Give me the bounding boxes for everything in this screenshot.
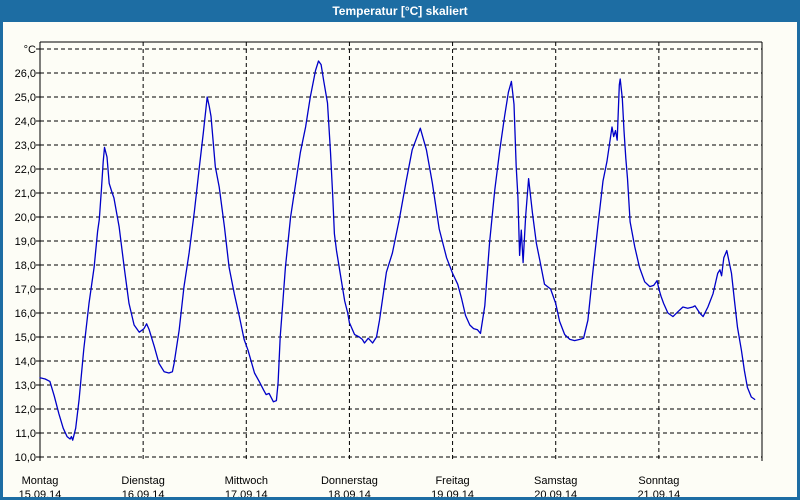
y-tick-label: 17,0 [15,284,36,296]
y-tick-label: 15,0 [15,332,36,344]
x-day-label: Dienstag [121,475,164,487]
y-tick-label: 14,0 [15,356,36,368]
y-tick-label: 22,0 [15,164,36,176]
x-date-label: 15.09.14 [19,489,62,500]
y-tick-label: 23,0 [15,140,36,152]
x-date-label: 19.09.14 [431,489,474,500]
x-date-label: 20.09.14 [534,489,577,500]
x-day-label: Sonntag [638,475,679,487]
y-tick-label: 11,0 [15,428,36,440]
y-tick-label: 16,0 [15,308,36,320]
x-date-label: 18.09.14 [328,489,371,500]
temperature-line [39,60,756,441]
x-day-label: Mittwoch [225,475,268,487]
y-tick-label: 21,0 [15,188,36,200]
y-tick-label: 25,0 [15,92,36,104]
x-date-label: 21.09.14 [637,489,680,500]
y-unit-label: °C [24,44,36,56]
y-tick-label: 24,0 [15,116,36,128]
window-titlebar[interactable]: Temperatur [°C] skaliert [0,0,800,22]
x-date-label: 17.09.14 [225,489,268,500]
y-tick-label: 26,0 [15,68,36,80]
x-day-label: Montag [22,475,59,487]
y-tick-label: 13,0 [15,380,36,392]
window-title: Temperatur [°C] skaliert [332,4,468,18]
y-tick-label: 18,0 [15,260,36,272]
x-day-label: Donnerstag [321,475,378,487]
y-tick-label: 12,0 [15,404,36,416]
y-tick-label: 19,0 [15,236,36,248]
x-day-label: Samstag [534,475,577,487]
y-tick-label: 10,0 [15,452,36,464]
x-day-label: Freitag [435,475,469,487]
y-tick-label: 20,0 [15,212,36,224]
x-date-label: 16.09.14 [122,489,165,500]
